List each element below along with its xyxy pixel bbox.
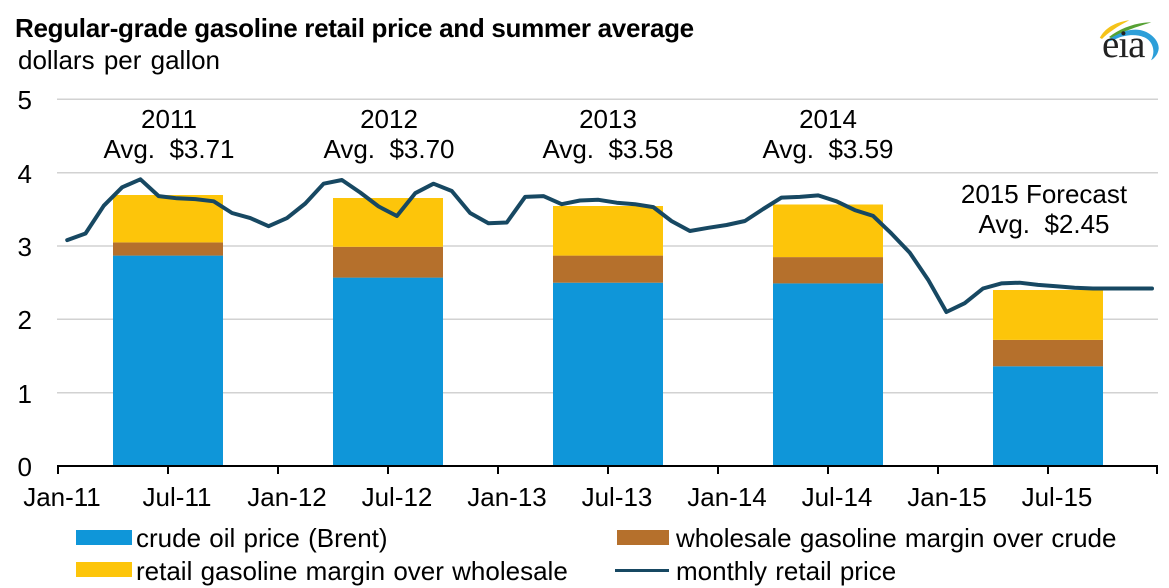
svg-text:eia: eia: [1102, 23, 1145, 66]
